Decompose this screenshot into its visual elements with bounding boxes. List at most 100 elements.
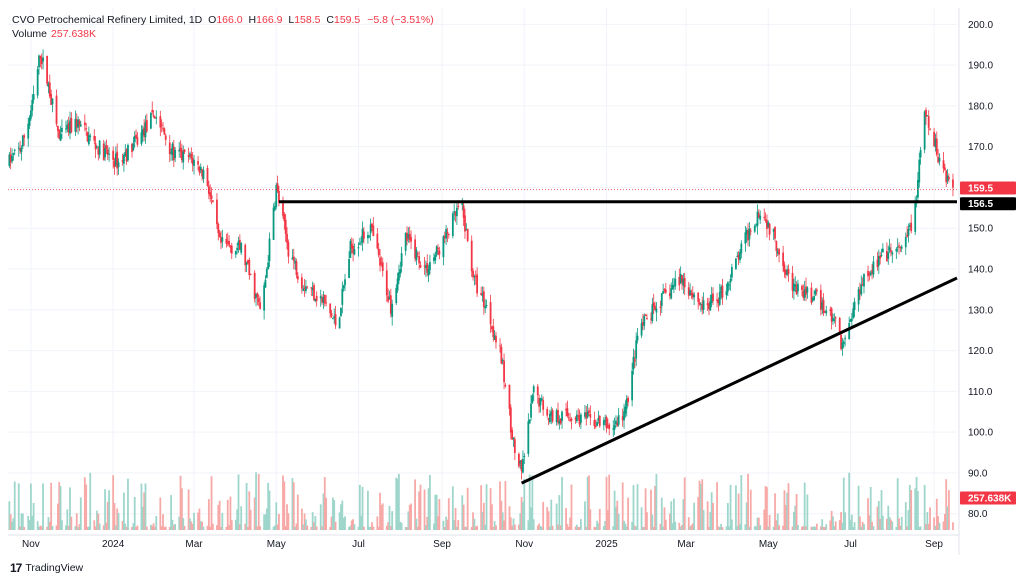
candle-body: [17, 147, 20, 149]
volume-bar: [593, 527, 596, 530]
candle-body: [376, 233, 379, 249]
candle-body: [869, 272, 872, 275]
volume-bar: [106, 501, 109, 530]
candle-body: [321, 298, 323, 303]
candle-body: [98, 140, 101, 155]
candle-body: [69, 120, 71, 134]
volume-bar: [247, 526, 249, 530]
volume-bar: [523, 478, 526, 530]
volume-bar: [322, 493, 325, 530]
volume-bar: [86, 526, 89, 530]
volume-bar: [143, 492, 146, 530]
candle-body: [532, 386, 535, 393]
candle-body: [766, 220, 768, 229]
candle-body: [693, 294, 696, 298]
volume-bar: [559, 525, 562, 530]
volume-bar: [877, 501, 880, 530]
volume-bar: [570, 484, 573, 530]
candle-body: [183, 149, 186, 152]
volume-bar: [709, 511, 712, 530]
volume-bar: [683, 477, 686, 530]
candle-body: [530, 403, 532, 418]
volume-bar: [716, 482, 718, 530]
candle-body: [555, 410, 558, 422]
volume-bar: [914, 488, 917, 530]
volume-bar: [310, 526, 313, 530]
volume-bar: [596, 520, 598, 530]
candle-body: [504, 385, 507, 387]
candle-body: [391, 303, 394, 317]
symbol-title[interactable]: CVO Petrochemical Refinery Limited, 1D: [12, 14, 203, 26]
candle-body: [191, 158, 194, 165]
volume-bar: [868, 515, 871, 530]
volume-bar: [927, 523, 930, 530]
volume-bar: [55, 525, 58, 530]
volume-bar: [900, 516, 903, 530]
candle-body: [605, 417, 608, 429]
candle-body: [429, 262, 431, 271]
candle-body: [484, 306, 487, 309]
volume-bar: [646, 512, 648, 530]
volume-bar: [199, 520, 202, 530]
volume-bar: [141, 506, 144, 530]
volume-bar: [495, 525, 497, 530]
volume-bar: [274, 525, 276, 530]
volume-bar: [240, 506, 243, 530]
candle-body: [48, 82, 51, 97]
support-trendline[interactable]: [520, 276, 958, 485]
volume-bar: [673, 498, 675, 530]
volume-bar: [217, 504, 220, 530]
volume-bar: [152, 523, 155, 530]
volume-bar: [305, 519, 307, 530]
volume-bar: [209, 526, 212, 530]
volume-bar: [180, 488, 183, 530]
volume-bar: [398, 473, 400, 530]
volume-bar: [284, 526, 287, 530]
candle-body: [217, 223, 220, 234]
candle-body: [292, 256, 295, 261]
volume-bar: [404, 526, 407, 530]
volume-bar: [768, 514, 771, 530]
volume-bar: [691, 523, 694, 530]
volume-bar: [531, 475, 534, 530]
volume-bar: [28, 519, 31, 530]
volume-bar: [721, 526, 724, 530]
candle-body: [30, 110, 32, 119]
volume-bar: [105, 522, 108, 530]
candle-body: [489, 302, 492, 325]
volume-bar: [445, 516, 448, 530]
tradingview-brand[interactable]: 17 TradingView: [10, 561, 83, 575]
volume-bar: [577, 526, 580, 530]
candle-body: [453, 211, 456, 213]
candle-body: [480, 293, 483, 295]
volume-bar: [97, 513, 100, 530]
volume-bar: [617, 513, 620, 530]
volume-bar: [42, 483, 44, 530]
volume-bar: [937, 516, 940, 530]
volume-bar: [513, 524, 516, 530]
candle-body: [151, 110, 154, 113]
y-tick-label: 120.0: [968, 346, 993, 357]
volume-bar: [104, 489, 106, 530]
candle-body: [509, 407, 512, 433]
volume-bar: [377, 526, 380, 530]
candle-body: [131, 143, 133, 152]
volume-bar: [558, 495, 561, 530]
candle-body: [287, 242, 290, 257]
volume-bar: [952, 522, 954, 530]
volume-bar: [179, 475, 182, 530]
volume-bar: [159, 497, 162, 530]
volume-bar: [303, 513, 306, 530]
candle-body: [929, 128, 931, 130]
volume-bar: [416, 526, 419, 530]
volume-bar: [67, 525, 70, 530]
candle-body: [434, 254, 437, 261]
candle-body: [678, 277, 681, 286]
volume-bar: [154, 526, 156, 530]
volume-bar: [125, 526, 128, 530]
volume-bar: [311, 512, 314, 530]
candle-body: [531, 395, 534, 403]
change-value: −5.8 (−3.51%): [367, 14, 434, 26]
candle-body: [664, 289, 667, 293]
